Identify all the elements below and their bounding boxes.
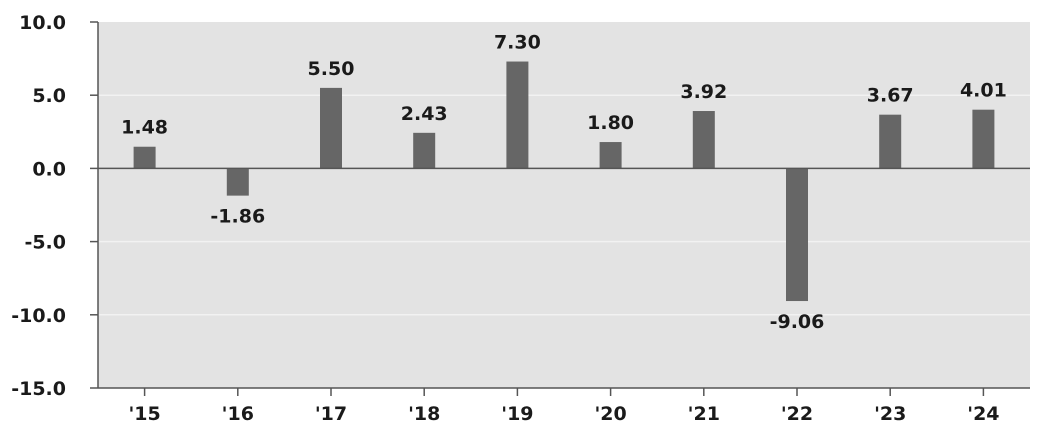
bar (599, 142, 622, 169)
data-label: 4.01 (960, 80, 1007, 102)
y-axis: 10.0 5.0 0.0 -5.0 -10.0 -15.0 (11, 12, 98, 400)
data-label: 3.92 (680, 81, 727, 103)
data-label: -9.06 (770, 311, 825, 333)
bar (133, 146, 156, 169)
bar (972, 109, 995, 169)
y-tick-label: 0.0 (32, 158, 66, 180)
bar (786, 168, 808, 302)
x-tick-label: '20 (594, 403, 626, 425)
data-label: 5.50 (308, 58, 355, 80)
y-tick-label: -10.0 (11, 305, 66, 327)
data-label: 7.30 (494, 32, 541, 54)
y-tick-label: -5.0 (24, 232, 66, 254)
x-tick-label: '19 (501, 403, 533, 425)
x-tick-label: '16 (222, 403, 254, 425)
x-tick-label: '15 (128, 403, 160, 425)
gridlines (98, 94, 1030, 316)
data-label: 3.67 (867, 85, 914, 107)
y-tick-label: -15.0 (11, 378, 66, 400)
bar (413, 132, 436, 169)
bar (226, 168, 249, 196)
y-tick-label: 5.0 (32, 85, 66, 107)
plot-area (98, 22, 1030, 388)
x-tick-label: '22 (781, 403, 813, 425)
data-label: 2.43 (401, 103, 448, 125)
bar (879, 114, 902, 169)
x-tick-label: '18 (408, 403, 440, 425)
data-label: 1.80 (587, 112, 634, 134)
x-tick-label: '24 (967, 403, 999, 425)
x-tick-label: '23 (874, 403, 906, 425)
bar (692, 111, 715, 169)
bar (506, 61, 529, 169)
data-labels: 1.48 -1.86 5.50 2.43 7.30 1.80 3.92 -9.06 3.67 4.… (121, 32, 1007, 334)
data-label: -1.86 (210, 206, 265, 228)
bars (133, 61, 995, 302)
x-axis: '15 '16 '17 '18 '19 '20 '21 '22 '23 '24 (128, 388, 1000, 425)
bar (320, 87, 342, 169)
data-label: 1.48 (121, 117, 168, 139)
y-tick-label: 10.0 (19, 12, 66, 34)
x-tick-label: '17 (315, 403, 347, 425)
x-tick-label: '21 (688, 403, 720, 425)
